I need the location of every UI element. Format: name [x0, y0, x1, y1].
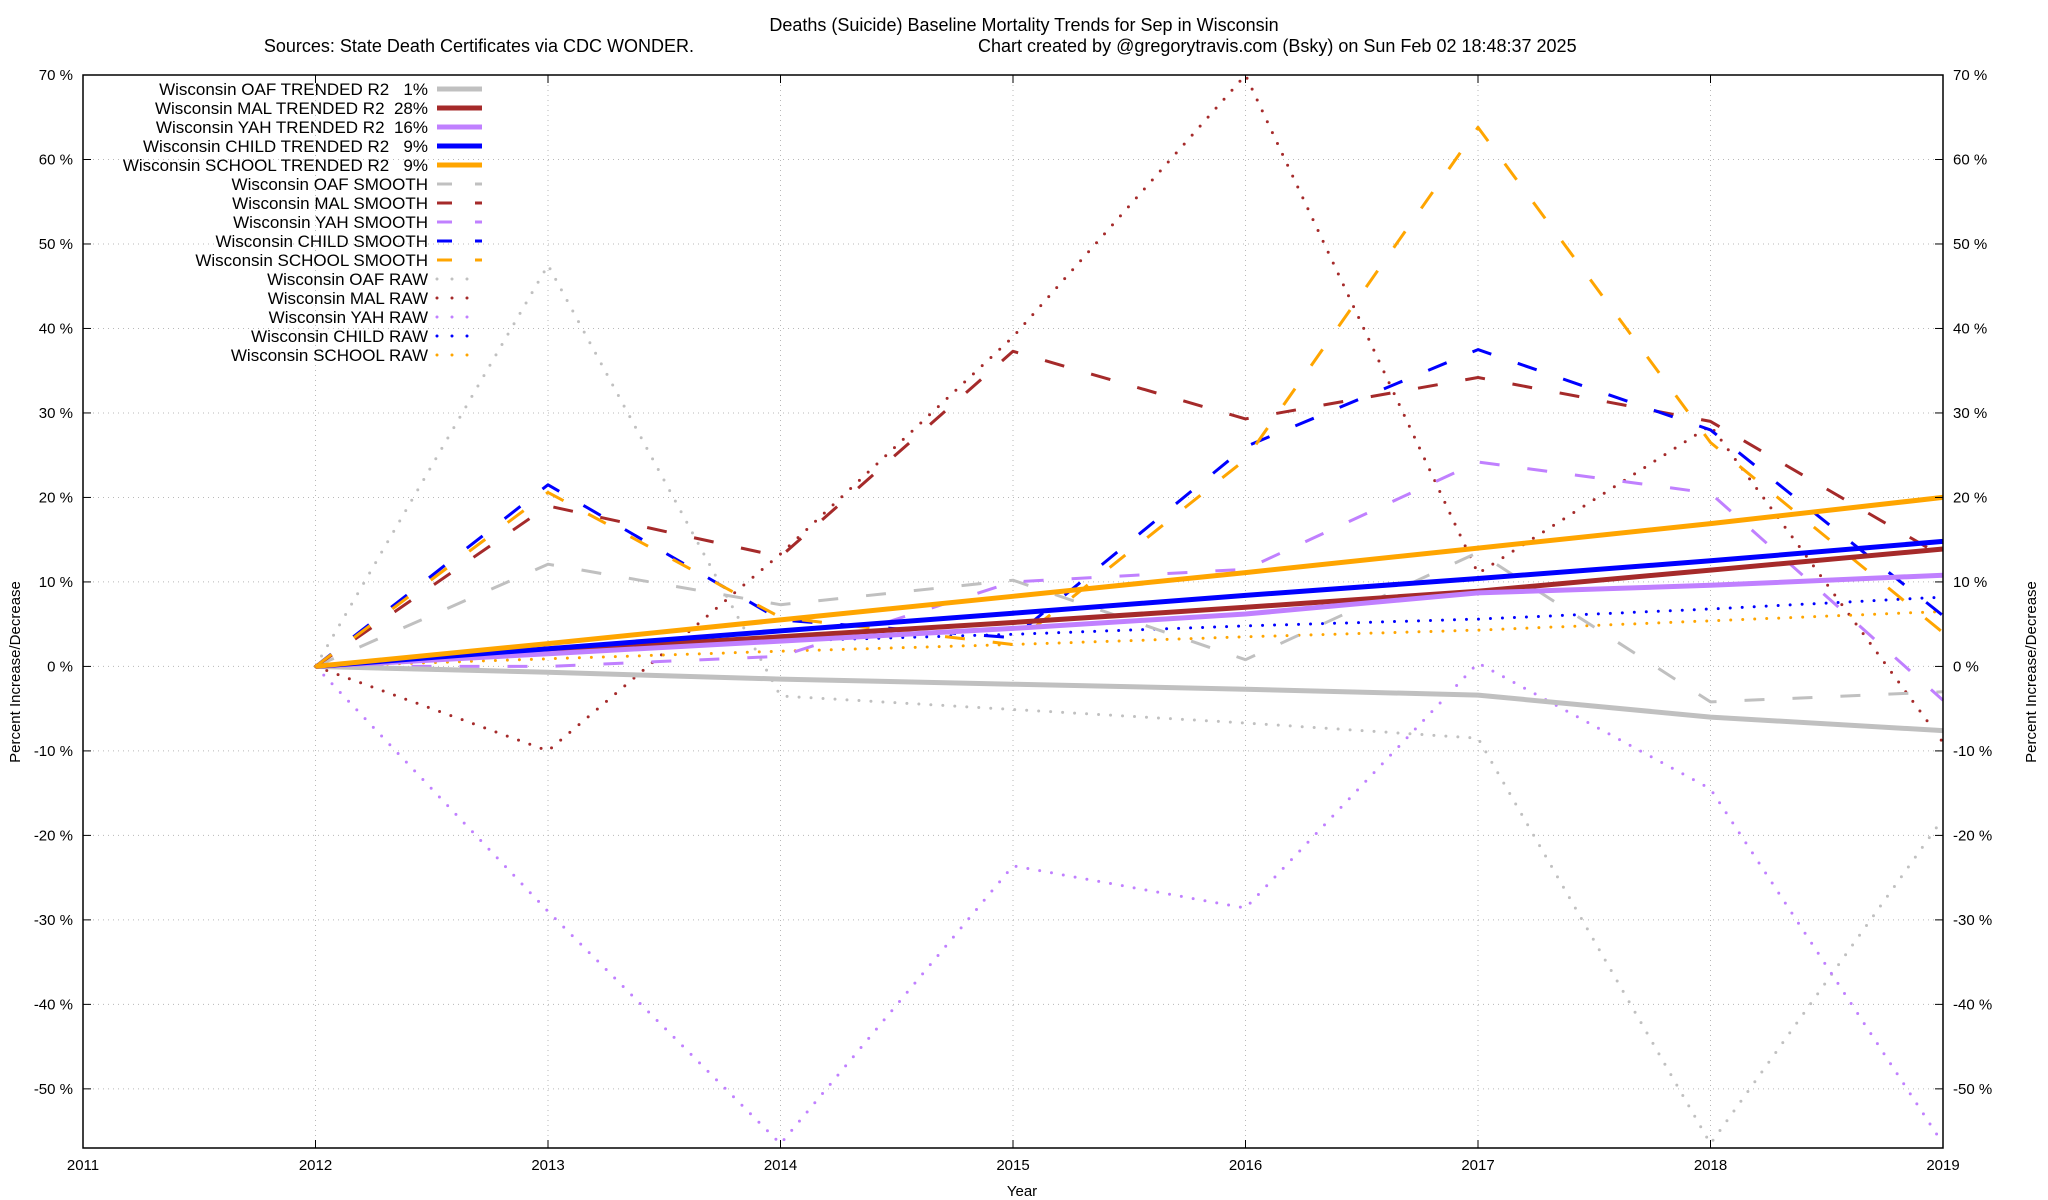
- y2-tick-label: 50 %: [1953, 236, 1987, 253]
- x-axis-label: Year: [1007, 1183, 1037, 1200]
- legend-label: Wisconsin YAH TRENDED R2 16%: [156, 118, 428, 137]
- y2-tick-label: 0 %: [1953, 658, 1979, 675]
- y-tick-label: 10 %: [39, 574, 73, 591]
- series-line-mal-raw: [314, 73, 1945, 753]
- y-tick-label: -20 %: [34, 827, 73, 844]
- series-line-school-trended: [315, 494, 1944, 669]
- x-tick-label: 2018: [1694, 1157, 1727, 1174]
- legend-label: Wisconsin CHILD TRENDED R2 9%: [143, 137, 428, 156]
- legend-label: Wisconsin CHILD RAW: [251, 327, 428, 346]
- tick-labels: 70 % 70 % 60 % 60 % 50 % 50 % 40 % 40 % 30 % 30 %…: [34, 67, 1992, 1174]
- y2-tick-label: -10 %: [1953, 743, 1992, 760]
- legend-label: Wisconsin SCHOOL RAW: [231, 346, 428, 365]
- series-line-oaf-smooth: [314, 550, 1944, 704]
- chart-subtitle-sources: Sources: State Death Certificates via CD…: [264, 36, 694, 56]
- y2-axis-label: Percent Increase/Decrease: [2023, 581, 2040, 763]
- x-tick-label: 2011: [67, 1157, 99, 1174]
- y-tick-label: 50 %: [39, 236, 73, 253]
- chart-subtitle-credit: Chart created by @gregorytravis.com (Bsk…: [978, 36, 1577, 56]
- y-tick-label: 30 %: [39, 405, 73, 422]
- x-tick-label: 2017: [1461, 1157, 1494, 1174]
- series-layer: [314, 73, 1945, 1146]
- series-line-child-trended: [315, 538, 1944, 669]
- legend-label: Wisconsin OAF SMOOTH: [232, 175, 428, 194]
- legend-label: Wisconsin MAL TRENDED R2 28%: [155, 99, 428, 118]
- y2-tick-label: -40 %: [1953, 996, 1992, 1013]
- y2-tick-label: -20 %: [1953, 827, 1992, 844]
- x-tick-label: 2016: [1229, 1157, 1262, 1174]
- y2-tick-label: 70 %: [1953, 67, 1987, 84]
- legend: Wisconsin OAF TRENDED R2 1%Wisconsin MAL…: [123, 80, 484, 365]
- y2-tick-label: -50 %: [1953, 1081, 1992, 1098]
- legend-label: Wisconsin SCHOOL TRENDED R2 9%: [123, 156, 428, 175]
- y2-tick-label: 10 %: [1953, 574, 1987, 591]
- series-line-yah-trended: [315, 572, 1944, 669]
- series-line-child-smooth: [314, 348, 1944, 668]
- series-line-oaf-raw: [314, 263, 1945, 1146]
- chart-title: Deaths (Suicide) Baseline Mortality Tren…: [769, 15, 1278, 35]
- plot-border: [82, 74, 1944, 1149]
- y2-tick-label: -30 %: [1953, 912, 1992, 929]
- y-tick-label: -50 %: [34, 1081, 73, 1098]
- x-tick-label: 2019: [1926, 1157, 1959, 1174]
- y-tick-label: 60 %: [39, 151, 73, 168]
- legend-label: Wisconsin MAL RAW: [268, 289, 428, 308]
- legend-label: Wisconsin YAH SMOOTH: [233, 213, 428, 232]
- series-line-yah-smooth: [315, 460, 1944, 702]
- grid-lines: [83, 74, 1943, 1148]
- y2-tick-label: 40 %: [1953, 320, 1987, 337]
- legend-label: Wisconsin MAL SMOOTH: [232, 194, 428, 213]
- y-tick-label: 0 %: [47, 658, 73, 675]
- y-tick-label: -10 %: [34, 743, 73, 760]
- legend-label: Wisconsin YAH RAW: [269, 308, 428, 327]
- x-tick-label: 2015: [996, 1157, 1029, 1174]
- series-line-school-raw: [314, 610, 1945, 668]
- series-line-mal-trended: [315, 546, 1944, 669]
- legend-label: Wisconsin CHILD SMOOTH: [215, 232, 428, 251]
- axes: [82, 74, 1944, 1149]
- x-tick-label: 2013: [531, 1157, 564, 1174]
- series-line-child-raw: [314, 595, 1945, 668]
- y-tick-label: -30 %: [34, 912, 73, 929]
- y-tick-label: -40 %: [34, 996, 73, 1013]
- series-line-oaf-trended: [315, 663, 1944, 734]
- legend-label: Wisconsin OAF TRENDED R2 1%: [159, 80, 428, 99]
- y2-tick-label: 60 %: [1953, 151, 1987, 168]
- x-tick-label: 2014: [764, 1157, 797, 1174]
- series-line-yah-raw: [314, 661, 1945, 1146]
- y2-tick-label: 30 %: [1953, 405, 1987, 422]
- series-line-mal-smooth: [314, 349, 1944, 668]
- y-tick-label: 70 %: [39, 67, 73, 84]
- legend-label: Wisconsin OAF RAW: [267, 270, 428, 289]
- y-axis-label: Percent Increase/Decrease: [7, 581, 24, 763]
- x-tick-label: 2012: [299, 1157, 332, 1174]
- y-tick-label: 40 %: [39, 320, 73, 337]
- y-tick-label: 20 %: [39, 489, 73, 506]
- y2-tick-label: 20 %: [1953, 489, 1987, 506]
- legend-label: Wisconsin SCHOOL SMOOTH: [195, 251, 428, 270]
